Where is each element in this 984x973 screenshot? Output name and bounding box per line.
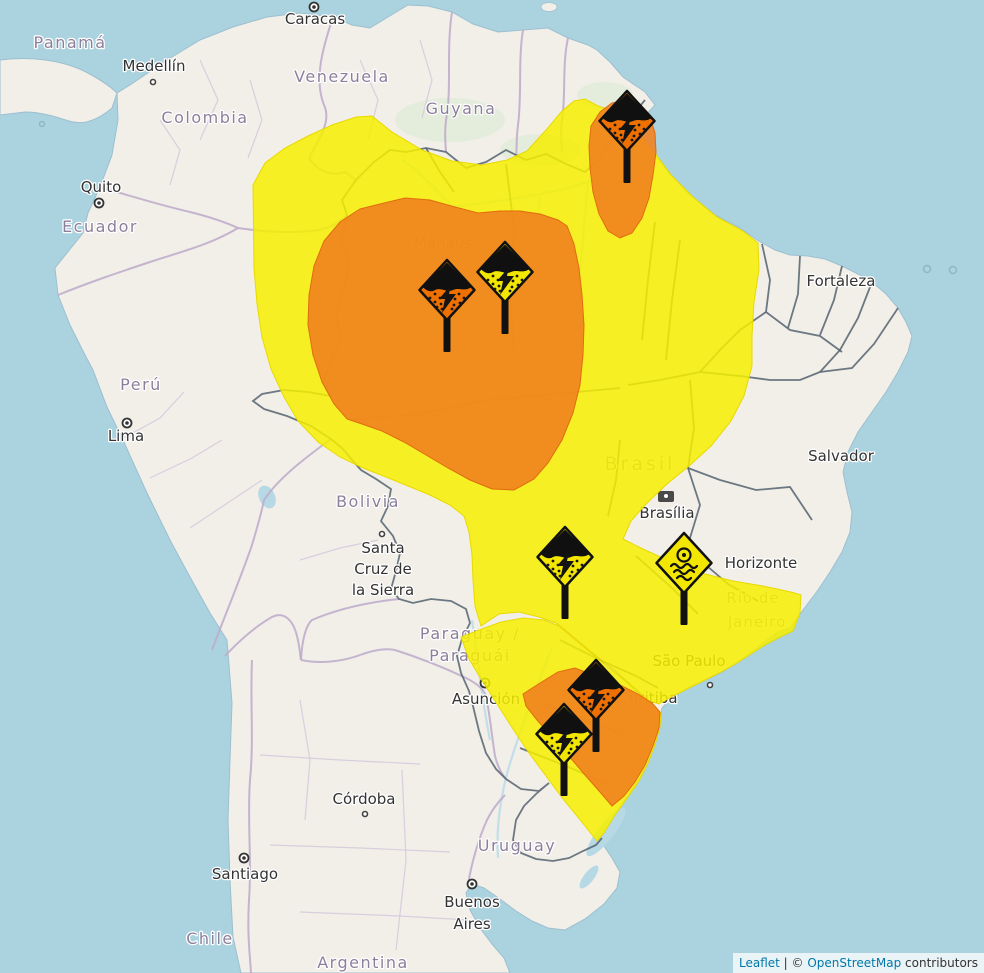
label-medellin: Medellín [123, 57, 186, 75]
openstreetmap-link[interactable]: OpenStreetMap [807, 956, 902, 970]
city-dot [361, 810, 369, 818]
label-bolivia: Bolivia [336, 492, 400, 511]
province-borders [119, 39, 469, 951]
map-attribution: Leaflet | © OpenStreetMap contributors [733, 953, 984, 973]
lagoa-mirim [579, 865, 599, 889]
label-salvador: Salvador [808, 447, 875, 465]
capital-icon [93, 197, 105, 209]
label-santa-cruz-2: Cruz de [354, 560, 412, 578]
label-aires: Aires [453, 915, 490, 933]
leaflet-link[interactable]: Leaflet [739, 956, 780, 970]
label-panama: Panamá [33, 33, 106, 52]
label-colombia: Colombia [161, 108, 248, 127]
small-island-icon [38, 120, 46, 128]
capital-icon [308, 1, 320, 13]
attribution-suffix: contributors [901, 956, 978, 970]
trinidad-island [540, 2, 558, 12]
label-santa-cruz-3: la Sierra [352, 581, 414, 599]
label-quito: Quito [81, 178, 122, 196]
capital-icon [238, 852, 250, 864]
capital-icon [121, 417, 133, 429]
attribution-separator: | © [779, 956, 808, 970]
label-santiago: Santiago [212, 865, 278, 883]
label-horizonte: Horizonte [725, 554, 797, 572]
label-santa-cruz-1: Santa [361, 539, 404, 557]
label-peru: Perú [120, 375, 162, 394]
label-caracas: Caracas [285, 10, 345, 28]
label-guyana: Guyana [426, 99, 497, 118]
atoll-icon [922, 264, 932, 274]
brasilia-capital-icon [658, 491, 674, 502]
national-borders [57, 11, 569, 973]
label-chile: Chile [186, 929, 234, 948]
city-dot [149, 78, 157, 86]
label-argentina: Argentina [317, 953, 409, 972]
forest-patch [395, 98, 505, 142]
label-venezuela: Venezuela [294, 67, 390, 86]
label-cordoba: Córdoba [333, 790, 396, 808]
panama-isthmus [0, 58, 118, 124]
city-dot [378, 530, 386, 538]
map-labels: Panamá Venezuela Colombia Ecuador Guyana… [32, 9, 877, 973]
label-fortaleza: Fortaleza [807, 272, 876, 290]
capital-icon [466, 878, 478, 890]
label-ecuador: Ecuador [62, 217, 138, 236]
label-uruguay: Uruguay [478, 836, 557, 855]
atoll-icon [948, 265, 958, 275]
label-brasilia: Brasília [639, 504, 694, 522]
label-buenos: Buenos [444, 893, 500, 911]
label-lima: Lima [108, 427, 144, 445]
city-dot [706, 681, 714, 689]
